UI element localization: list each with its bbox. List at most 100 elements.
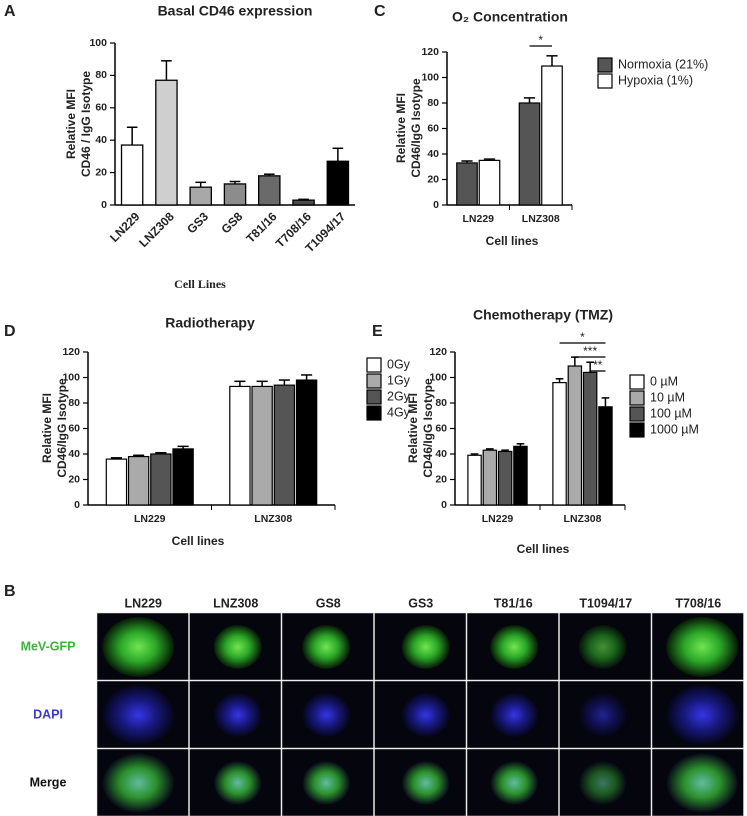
cell-signal xyxy=(666,617,739,677)
y-axis-label: Relative MFI xyxy=(40,393,54,463)
error-bar xyxy=(483,158,496,161)
error-bar xyxy=(516,443,525,447)
column-label: LNZ308 xyxy=(213,596,258,610)
significance-label: * xyxy=(580,330,585,344)
error-bar xyxy=(571,356,579,367)
bar xyxy=(172,448,194,506)
chart-title: Radiotherapy xyxy=(165,315,255,331)
legend-label: Normoxia (21%) xyxy=(618,57,708,71)
error-bar xyxy=(546,55,558,67)
y-axis-label: CD46/IgG Isotype xyxy=(421,378,435,478)
cell-signal xyxy=(401,693,450,737)
row-label: MeV-GFP xyxy=(21,639,76,653)
x-axis-label: Cell Lines xyxy=(174,277,226,291)
error-bar xyxy=(298,198,309,201)
x-tick-label: GS8 xyxy=(218,209,245,236)
y-tick-label: 60 xyxy=(68,422,80,434)
y-tick-label: 20 xyxy=(427,173,439,185)
bar xyxy=(513,445,528,506)
y-axis-label: CD46/IgG Isotype xyxy=(55,378,69,478)
legend-swatch xyxy=(366,389,382,405)
error-bar xyxy=(177,445,189,449)
y-tick-label: 0 xyxy=(433,199,439,211)
bar xyxy=(467,454,482,506)
y-axis-label: CD46 / IgG Isotype xyxy=(79,71,93,177)
error-bar xyxy=(161,60,172,81)
row-label: Merge xyxy=(30,775,67,789)
y-tick-label: 20 xyxy=(435,473,447,485)
x-tick-label: LNZ308 xyxy=(522,213,560,225)
x-axis-label: Cell lines xyxy=(486,234,539,248)
error-bar xyxy=(133,454,145,457)
y-tick-label: 80 xyxy=(95,69,107,81)
error-bar xyxy=(461,160,473,163)
error-bar xyxy=(110,457,122,460)
y-tick-label: 0 xyxy=(441,499,447,511)
cell-signal xyxy=(578,625,627,669)
bar xyxy=(105,458,128,506)
x-tick-label: LNZ308 xyxy=(136,209,177,250)
cell-signal xyxy=(213,693,262,737)
legend-label: 1000 µM xyxy=(650,422,699,436)
y-axis-label: Relative MFI xyxy=(64,89,78,159)
cell-signal xyxy=(578,693,627,737)
chart-title: O₂ Concentration xyxy=(452,9,568,25)
y-axis-label: Relative MFI xyxy=(406,393,420,463)
cell-signal xyxy=(578,761,627,805)
y-tick-label: 20 xyxy=(68,473,80,485)
cell-signal xyxy=(302,625,351,669)
y-tick-label: 80 xyxy=(427,97,439,109)
error-bar xyxy=(523,97,536,103)
x-tick-label: GS3 xyxy=(184,209,211,236)
cell-signal xyxy=(490,693,539,737)
cell-signal xyxy=(401,625,450,669)
y-tick-label: 120 xyxy=(429,346,447,358)
legend-label: 1Gy xyxy=(387,373,411,387)
y-tick-label: 100 xyxy=(421,71,439,83)
error-bar xyxy=(555,378,564,383)
bar xyxy=(295,379,318,506)
cell-signal xyxy=(102,685,175,745)
error-bar xyxy=(256,380,268,387)
bar xyxy=(189,186,212,206)
bar xyxy=(251,385,273,506)
bar xyxy=(150,453,172,506)
legend-swatch xyxy=(629,422,645,438)
y-tick-label: 40 xyxy=(95,134,107,146)
error-bar xyxy=(234,380,246,387)
bar xyxy=(478,159,501,206)
legend-label: 100 µM xyxy=(650,406,692,420)
legend-swatch xyxy=(597,73,613,89)
legend-label: 0Gy xyxy=(387,357,411,371)
legend-label: 4Gy xyxy=(387,405,411,419)
y-tick-label: 0 xyxy=(74,499,80,511)
y-tick-label: 40 xyxy=(427,148,439,160)
chart-title: Chemotherapy (TMZ) xyxy=(473,307,613,323)
cell-signal xyxy=(490,625,539,669)
y-tick-label: 60 xyxy=(427,122,439,134)
y-tick-label: 60 xyxy=(95,102,107,114)
bar xyxy=(541,65,563,206)
error-bar xyxy=(601,397,610,407)
bar xyxy=(127,455,150,506)
y-tick-label: 100 xyxy=(62,371,80,383)
error-bar xyxy=(155,451,167,454)
significance-label: * xyxy=(538,33,543,47)
bar xyxy=(229,385,251,506)
y-axis-label: Relative MFI xyxy=(394,93,408,163)
error-bar xyxy=(229,180,241,184)
x-tick-label: LN229 xyxy=(134,513,166,525)
bar xyxy=(258,175,281,206)
y-tick-label: 0 xyxy=(101,199,107,211)
bar xyxy=(598,406,613,506)
y-tick-label: 80 xyxy=(435,397,447,409)
chart-title: Basal CD46 expression xyxy=(158,3,313,19)
significance-label: *** xyxy=(583,344,597,358)
cell-signal xyxy=(401,761,450,805)
legend-swatch xyxy=(629,374,645,390)
cell-signal xyxy=(102,617,175,677)
legend-swatch xyxy=(366,373,382,389)
y-tick-label: 100 xyxy=(429,371,447,383)
error-bar xyxy=(486,448,494,451)
